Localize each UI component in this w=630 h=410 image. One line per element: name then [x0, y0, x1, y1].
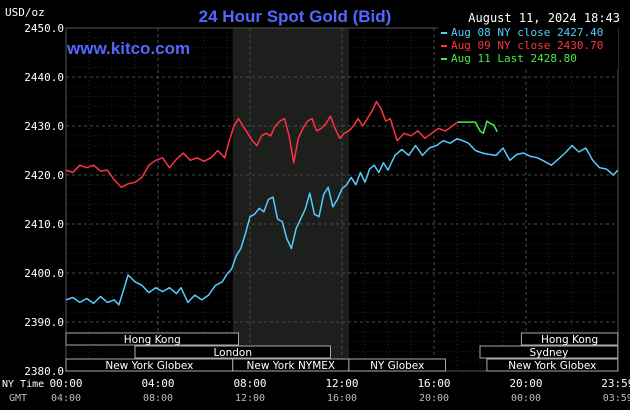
- x-tick-ny: 23:59: [601, 377, 630, 390]
- session-label: Hong Kong: [541, 334, 598, 346]
- legend-entry: Aug 08 NY close 2427.40: [451, 26, 603, 39]
- aug09-series-line: [65, 100, 458, 189]
- gmt-label: GMT: [9, 393, 27, 404]
- ny-time-label: NY Time: [2, 379, 44, 390]
- x-axis-labels: 00:00 04:00 08:00 12:00 16:00 20:00 23:59 04:00…: [49, 377, 630, 404]
- x-tick-gmt: 00:00: [511, 393, 541, 404]
- y-tick-label: 2440.0: [24, 71, 64, 84]
- aug08-series-line: [65, 137, 619, 306]
- y-tick-label: 2420.0: [24, 169, 64, 182]
- x-tick-ny: 20:00: [509, 377, 542, 390]
- y-tick-label: 2450.0: [24, 22, 64, 35]
- x-tick-gmt: 04:00: [51, 393, 81, 404]
- x-tick-ny: 08:00: [233, 377, 266, 390]
- session-bar: [520, 332, 619, 346]
- x-tick-ny: 04:00: [141, 377, 174, 390]
- chart-title: 24 Hour Spot Gold (Bid): [199, 7, 392, 26]
- y-tick-label: 2400.0: [24, 267, 64, 280]
- session-label: New York NYMEX: [247, 360, 336, 372]
- session-label: New York Globex: [105, 360, 193, 372]
- session-bar: [65, 332, 239, 346]
- session-label: Hong Kong: [124, 334, 181, 346]
- aug11-series-line: [457, 120, 498, 135]
- plot-background: [66, 28, 618, 371]
- legend-entry: Aug 09 NY close 2430.70: [451, 39, 603, 52]
- x-tick-gmt: 12:00: [235, 393, 265, 404]
- nymex-session-band: [232, 28, 349, 371]
- y-tick-label: 2430.0: [24, 120, 64, 133]
- session-bar: [486, 358, 619, 372]
- session-bar: [134, 345, 331, 359]
- timestamp: August 11, 2024 18:43: [468, 11, 620, 25]
- x-tick-ny: 12:00: [325, 377, 358, 390]
- session-label: Sydney: [529, 347, 568, 359]
- website-label: www.kitco.com: [66, 39, 190, 58]
- session-label: NY Globex: [370, 360, 424, 372]
- session-label: New York Globex: [508, 360, 596, 372]
- x-tick-gmt: 16:00: [327, 393, 357, 404]
- unit-label: USD/oz: [5, 6, 45, 19]
- gridlines: [65, 27, 619, 372]
- x-tick-ny: 16:00: [417, 377, 450, 390]
- x-tick-gmt: 03:59: [603, 393, 630, 404]
- session-label: London: [214, 347, 253, 359]
- y-tick-label: 2380.0: [24, 365, 64, 378]
- x-tick-gmt: 08:00: [143, 393, 173, 404]
- y-tick-label: 2390.0: [24, 316, 64, 329]
- x-tick-ny: 00:00: [49, 377, 82, 390]
- y-tick-label: 2410.0: [24, 218, 64, 231]
- x-tick-gmt: 20:00: [419, 393, 449, 404]
- price-series: [65, 100, 619, 306]
- session-bar: [348, 358, 446, 372]
- session-bar: [479, 345, 619, 359]
- legend-box: [438, 27, 618, 69]
- legend-entry: Aug 11 Last 2428.80: [451, 52, 577, 65]
- y-axis-labels: 2380.0 2390.0 2400.0 2410.0 2420.0 2430.0 2440…: [24, 22, 64, 378]
